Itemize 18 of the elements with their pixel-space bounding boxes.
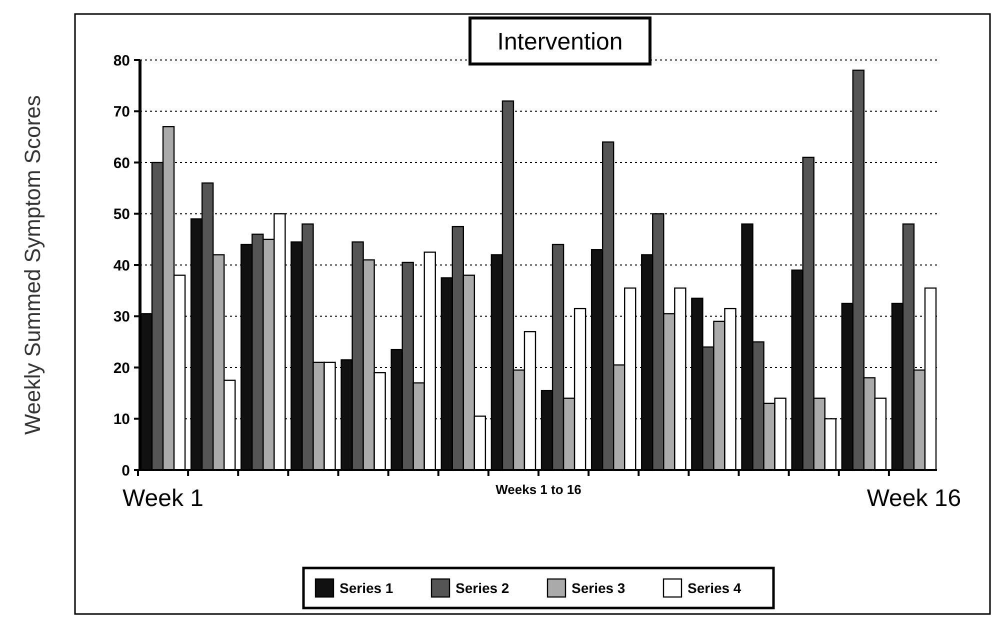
y-tick-label: 0 [122,462,130,480]
text: Intervention [497,28,623,56]
y-tick-label: 70 [113,104,130,120]
x-tick-label: Week 1 [122,485,204,512]
y-tick-label: 30 [113,308,130,326]
y-axis-title: Weekly Summed Symptom Scores [20,95,45,435]
y-tick-label: 10 [113,411,130,428]
legend-label: Series 2 [456,580,510,596]
legend-label: Series 1 [340,580,394,596]
legend-label: Series 4 [688,580,742,596]
y-tick-label: 60 [113,154,130,172]
legend-label: Series 3 [572,580,626,596]
x-tick-label: Week 16 [866,485,962,512]
y-tick-label: 50 [113,206,130,223]
x-axis-title: Weeks 1 to 16 [496,482,582,497]
y-tick-label: 20 [113,360,130,377]
y-tick-label: 80 [113,52,130,70]
y-tick-label: 40 [113,257,130,274]
